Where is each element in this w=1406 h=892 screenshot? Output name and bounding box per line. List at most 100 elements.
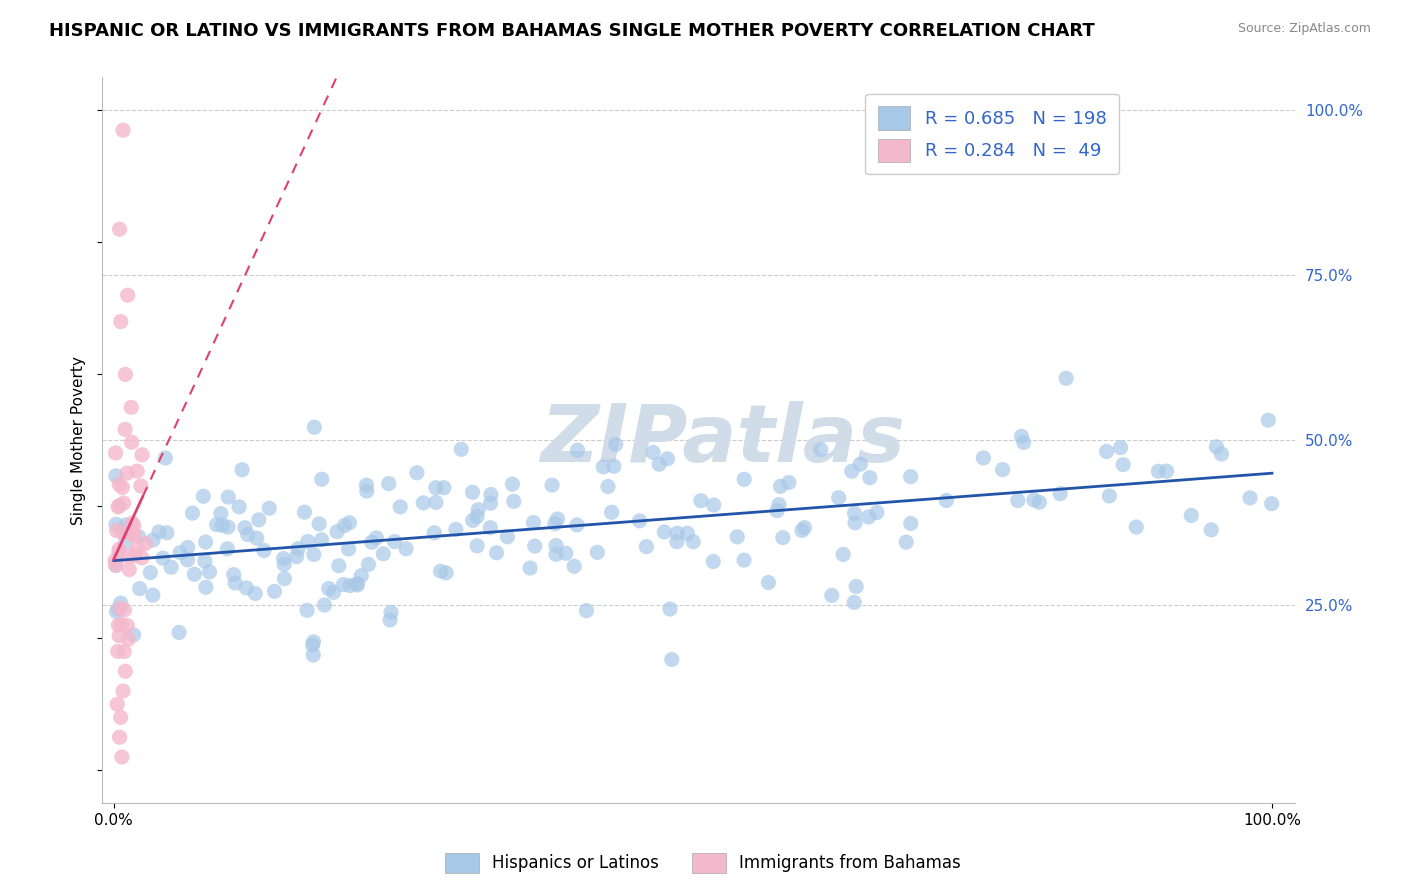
Point	[1022, 493, 1045, 508]
Point	[845, 579, 868, 593]
Point	[114, 368, 136, 382]
Point	[636, 540, 658, 554]
Point	[339, 579, 361, 593]
Point	[429, 564, 451, 578]
Point	[832, 548, 855, 562]
Point	[108, 499, 131, 513]
Point	[224, 576, 246, 591]
Point	[104, 558, 127, 573]
Point	[1257, 413, 1279, 427]
Point	[222, 567, 245, 582]
Point	[112, 644, 135, 658]
Point	[127, 541, 149, 555]
Point	[900, 516, 922, 531]
Point	[858, 510, 880, 524]
Point	[129, 479, 152, 493]
Point	[233, 521, 256, 535]
Point	[1211, 447, 1233, 461]
Point	[148, 524, 170, 539]
Point	[183, 567, 205, 582]
Point	[657, 451, 679, 466]
Point	[1147, 464, 1170, 478]
Point	[395, 541, 418, 556]
Point	[554, 546, 576, 560]
Point	[110, 710, 132, 724]
Point	[160, 560, 183, 574]
Point	[107, 618, 129, 632]
Point	[127, 464, 149, 478]
Point	[596, 479, 619, 493]
Point	[177, 541, 200, 555]
Point	[628, 514, 651, 528]
Point	[107, 644, 129, 658]
Point	[465, 539, 488, 553]
Point	[139, 566, 162, 580]
Point	[114, 518, 136, 533]
Point	[114, 665, 136, 679]
Point	[314, 598, 336, 612]
Point	[450, 442, 472, 457]
Point	[733, 472, 755, 486]
Point	[423, 525, 446, 540]
Point	[131, 448, 153, 462]
Point	[273, 572, 295, 586]
Point	[155, 450, 177, 465]
Point	[118, 563, 141, 577]
Point	[302, 548, 325, 562]
Point	[108, 601, 131, 615]
Point	[725, 530, 748, 544]
Point	[866, 506, 889, 520]
Point	[114, 536, 136, 550]
Point	[485, 546, 508, 560]
Point	[311, 533, 333, 547]
Point	[105, 698, 128, 712]
Point	[758, 575, 780, 590]
Point	[108, 222, 131, 236]
Point	[117, 632, 139, 647]
Point	[114, 422, 136, 436]
Point	[356, 484, 378, 499]
Point	[465, 509, 488, 524]
Point	[648, 457, 671, 471]
Point	[302, 635, 325, 649]
Point	[1125, 520, 1147, 534]
Point	[444, 523, 467, 537]
Point	[544, 547, 567, 561]
Point	[105, 524, 128, 538]
Point	[1199, 523, 1222, 537]
Point	[659, 602, 682, 616]
Y-axis label: Single Mother Poverty: Single Mother Poverty	[72, 356, 86, 524]
Point	[108, 629, 131, 643]
Point	[605, 437, 627, 451]
Point	[243, 586, 266, 600]
Point	[152, 551, 174, 566]
Point	[107, 500, 129, 514]
Point	[575, 604, 598, 618]
Point	[273, 551, 295, 566]
Point	[169, 546, 191, 560]
Point	[1007, 493, 1029, 508]
Point	[682, 534, 704, 549]
Point	[112, 684, 135, 698]
Point	[209, 507, 232, 521]
Point	[121, 435, 143, 450]
Point	[434, 566, 457, 580]
Point	[346, 578, 368, 592]
Point	[356, 478, 378, 492]
Legend: R = 0.685   N = 198, R = 0.284   N =  49: R = 0.685 N = 198, R = 0.284 N = 49	[865, 94, 1119, 175]
Point	[652, 524, 675, 539]
Point	[1205, 440, 1227, 454]
Point	[263, 584, 285, 599]
Point	[810, 442, 832, 457]
Point	[121, 528, 143, 542]
Point	[294, 505, 316, 519]
Point	[217, 490, 239, 504]
Point	[346, 576, 368, 591]
Point	[1011, 429, 1033, 443]
Point	[772, 531, 794, 545]
Point	[900, 469, 922, 483]
Point	[115, 466, 138, 480]
Point	[302, 648, 325, 662]
Point	[1156, 464, 1178, 478]
Point	[461, 485, 484, 500]
